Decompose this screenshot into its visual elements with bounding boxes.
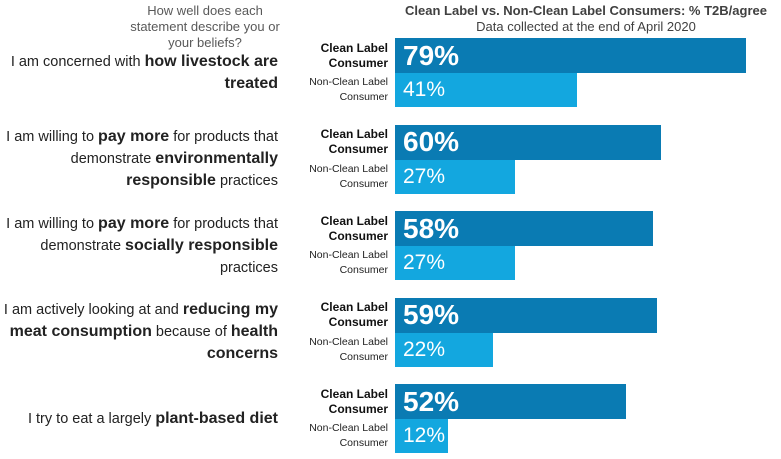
statement-emphasis: environmentally responsible — [126, 150, 278, 189]
series-label-non-clean: Non-Clean Label Consumer — [309, 162, 388, 190]
data-label: 58% — [403, 212, 460, 244]
statement-label: I try to eat a largely plant-based diet — [0, 408, 278, 430]
statement-text: practices — [219, 259, 278, 276]
statement-label: I am willing to pay more for products th… — [0, 126, 278, 192]
series-label-non-clean: Non-Clean Label Consumer — [309, 249, 388, 276]
series-label-non-clean: Non-Clean Label Consumer — [309, 422, 388, 449]
bar-non-clean: 41% — [395, 73, 577, 107]
data-label: 41% — [403, 78, 446, 101]
data-label: 22% — [403, 337, 446, 361]
chart-title: Clean Label vs. Non-Clean Label Consumer… — [405, 3, 767, 18]
statement-text: for products that demonstrate — [40, 215, 278, 254]
data-label: 52% — [403, 385, 460, 417]
series-label-non-clean: Non-Clean Label Consumer — [309, 76, 388, 103]
data-label: 27% — [403, 251, 446, 274]
data-label: 27% — [403, 164, 446, 188]
bar-non-clean: 27% — [395, 246, 515, 280]
data-label: 79% — [403, 39, 460, 71]
bar-clean: 58% — [395, 211, 653, 246]
series-label-clean: Clean Label Consumer — [320, 386, 388, 416]
statement-emphasis: how livestock are treated — [144, 52, 278, 92]
series-label-clean: Clean Label Consumer — [320, 127, 388, 156]
bar-non-clean: 12% — [395, 419, 448, 453]
data-label: 12% — [403, 424, 446, 447]
bar-clean: 60% — [395, 124, 661, 160]
statement-text: for products that demonstrate — [70, 129, 278, 167]
statement-emphasis: pay more — [98, 128, 170, 145]
bar-non-clean: 27% — [395, 159, 515, 194]
statement-text: I am concerned with — [10, 53, 145, 70]
series-label-clean: Clean Label Consumer — [320, 213, 388, 243]
statement-emphasis: health concerns — [206, 323, 278, 362]
bar-non-clean: 22% — [395, 332, 493, 367]
statement-text: I am willing to — [6, 215, 99, 232]
series-label-non-clean: Non-Clean Label Consumer — [309, 335, 388, 363]
statement-emphasis: pay more — [98, 214, 170, 232]
bar-clean: 59% — [395, 297, 657, 333]
statement-text: practices — [215, 173, 278, 189]
statement-emphasis: socially responsible — [125, 236, 278, 254]
series-label-clean: Clean Label Consumer — [320, 300, 388, 329]
statement-emphasis: plant-based diet — [155, 409, 278, 427]
statement-emphasis: reducing my meat consumption — [9, 301, 278, 340]
statement-text: because of — [151, 324, 231, 340]
data-label: 59% — [403, 299, 460, 330]
chart-subtitle: Data collected at the end of April 2020 — [476, 19, 696, 34]
statement-label: I am actively looking at and reducing my… — [0, 299, 278, 365]
statement-text: I try to eat a largely — [27, 410, 156, 427]
statement-text: I am willing to — [6, 129, 99, 145]
statement-label: I am concerned with how livestock are tr… — [0, 51, 278, 95]
bar-clean: 52% — [395, 384, 626, 419]
statement-text: I am actively looking at and — [3, 302, 183, 318]
statement-label: I am willing to pay more for products th… — [0, 213, 278, 279]
question-header: How well does each statement describe yo… — [130, 3, 280, 50]
data-label: 60% — [403, 126, 460, 157]
bar-clean: 79% — [395, 38, 746, 73]
series-label-clean: Clean Label Consumer — [320, 40, 388, 70]
